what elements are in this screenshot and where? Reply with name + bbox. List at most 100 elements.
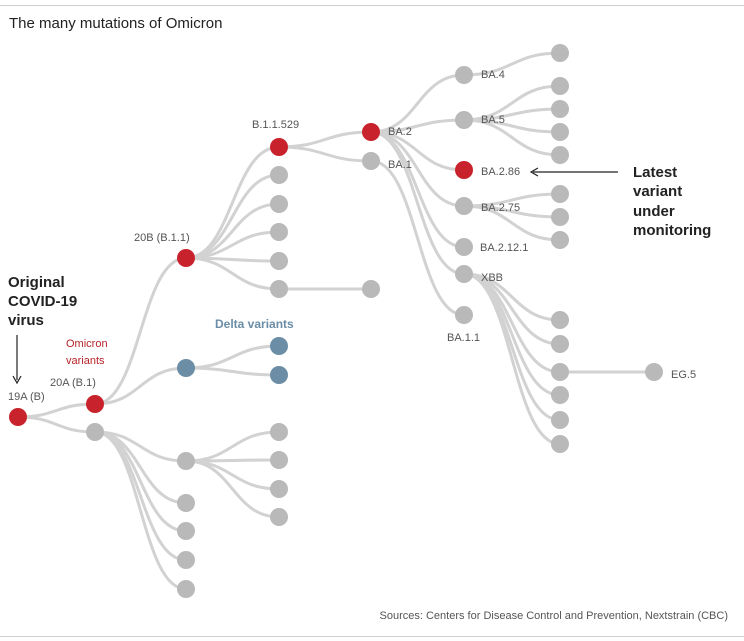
edge-20a-to-20b (93, 256, 188, 406)
node-b-3 (270, 195, 288, 213)
node-ba-1-1 (455, 306, 473, 324)
node-ba-1 (362, 152, 380, 170)
node-label-20a: 20A (B.1) (50, 377, 96, 389)
node-19a (9, 408, 27, 426)
node-ba-2 (362, 123, 380, 141)
node-g-a (86, 423, 104, 441)
node-label-ba-4: BA.4 (481, 69, 505, 81)
node-a75-2 (551, 208, 569, 226)
edge-ba-5-to-a5-4 (462, 118, 562, 157)
annotation-latest-line1: Latest (633, 164, 677, 181)
node-ba-2-86 (455, 161, 473, 179)
annotation-latest-line4: monitoring (633, 222, 711, 239)
node-label-19a: 19A (B) (8, 391, 45, 403)
edge-ga-1-to-ga-5 (184, 459, 281, 519)
node-label-ba-1: BA.1 (388, 159, 412, 171)
node-x-3 (551, 363, 569, 381)
edge-ba-2-to-ba-4 (369, 73, 466, 134)
node-label-ba-2: BA.2 (388, 126, 412, 138)
bottom-rule (0, 636, 744, 637)
edge-xbb-to-x-6 (462, 272, 562, 446)
edge-20b-to-b-6 (184, 256, 281, 291)
top-rule (0, 5, 744, 6)
edge-ba-1-to-ba-1-1 (369, 159, 466, 317)
node-ga-6 (177, 494, 195, 512)
edge-ba-5-to-a5-2 (462, 107, 562, 122)
node-label-eg-5: EG.5 (671, 369, 696, 381)
node-x-2 (551, 335, 569, 353)
node-ba-5 (455, 111, 473, 129)
edge-20a-to-delta (93, 366, 188, 406)
node-b-6x (362, 280, 380, 298)
node-label-ba-2-75: BA.2.75 (481, 202, 520, 214)
latest-arrow-head (529, 167, 539, 177)
node-eg-5 (645, 363, 663, 381)
node-label-ba-2-12-1: BA.2.12.1 (480, 242, 528, 254)
node-a75-1 (551, 185, 569, 203)
original-arrow-head (12, 375, 22, 385)
node-x-1 (551, 311, 569, 329)
annotation-original-line2: COVID-19 (8, 293, 77, 310)
node-ba-2-75 (455, 197, 473, 215)
node-a4-1 (551, 44, 569, 62)
node-x-6 (551, 435, 569, 453)
node-xbb (455, 265, 473, 283)
node-d-1 (270, 337, 288, 355)
node-label-xbb: XBB (481, 272, 503, 284)
node-ga-2 (270, 423, 288, 441)
node-b-5 (270, 252, 288, 270)
node-ba-2-12-1 (455, 238, 473, 256)
source-note: Sources: Centers for Disease Control and… (379, 610, 728, 622)
edge-ba-4-to-a4-1 (462, 51, 562, 77)
edge-ga-1-to-ga-2 (184, 430, 281, 463)
edge-20b-to-b-1-1-529 (184, 145, 281, 260)
edge-20b-to-b-3 (184, 202, 281, 260)
annotation-omicron-line1: Omicron (66, 338, 108, 350)
edge-g-a-to-ga-9 (93, 430, 188, 591)
edge-ba-2-75-to-a75-3 (462, 204, 562, 242)
node-20b (177, 249, 195, 267)
node-ga-7 (177, 522, 195, 540)
node-delta (177, 359, 195, 377)
node-x-5 (551, 411, 569, 429)
node-d-2 (270, 366, 288, 384)
annotation-original-line1: Original (8, 274, 65, 291)
annotation-latest-line3: under (633, 203, 675, 220)
chart-title: The many mutations of Omicron (9, 15, 223, 32)
edge-delta-to-d-2 (184, 366, 281, 377)
node-label-ba-5: BA.5 (481, 114, 505, 126)
edge-ba-2-to-xbb (369, 130, 466, 276)
annotation-latest-line2: variant (633, 183, 682, 200)
node-ga-5 (270, 508, 288, 526)
edge-ba-2-to-ba-5 (369, 118, 466, 134)
node-b-6 (270, 280, 288, 298)
edge-19a-to-20a (16, 402, 97, 419)
edge-19a-to-g-a (16, 415, 97, 434)
edge-b-1-1-529-to-ba-2 (277, 130, 373, 149)
node-ga-1 (177, 452, 195, 470)
annotation-omicron-line2: variants (66, 355, 105, 367)
node-a5-4 (551, 146, 569, 164)
node-b-4 (270, 223, 288, 241)
node-label-b-1-1-529: B.1.1.529 (252, 119, 299, 131)
node-a5-3 (551, 123, 569, 141)
node-b-2 (270, 166, 288, 184)
node-ga-9 (177, 580, 195, 598)
node-label-ba-2-86: BA.2.86 (481, 166, 520, 178)
edge-b-1-1-529-to-ba-1 (277, 145, 373, 163)
node-ga-8 (177, 551, 195, 569)
edge-g-a-to-ga-8 (93, 430, 188, 562)
node-ba-4 (455, 66, 473, 84)
node-20a (86, 395, 104, 413)
node-a75-3 (551, 231, 569, 249)
node-ga-3 (270, 451, 288, 469)
node-label-20b: 20B (B.1.1) (134, 232, 190, 244)
node-label-ba-1-1: BA.1.1 (447, 332, 480, 344)
node-a5-2 (551, 100, 569, 118)
node-ga-4 (270, 480, 288, 498)
annotation-original-line3: virus (8, 312, 44, 329)
node-x-4 (551, 386, 569, 404)
annotation-delta: Delta variants (215, 317, 294, 331)
edge-ga-1-to-ga-4 (184, 459, 281, 491)
